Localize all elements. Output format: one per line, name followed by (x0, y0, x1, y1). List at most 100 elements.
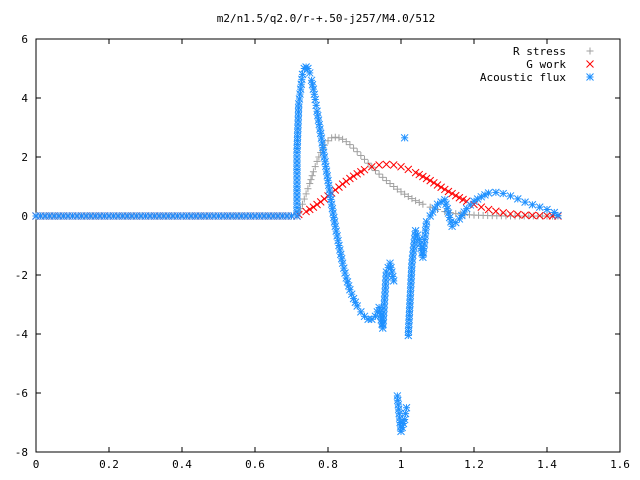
x-tick-label: 1.2 (464, 458, 484, 471)
data-point (356, 308, 365, 316)
data-point (304, 185, 312, 193)
data-point (444, 209, 453, 217)
data-point (400, 133, 409, 142)
data-point (411, 168, 420, 177)
data-point (364, 315, 373, 324)
data-point (445, 213, 454, 222)
data-point (305, 205, 314, 214)
x-tick-label: 0.2 (99, 458, 119, 471)
data-point (346, 141, 354, 149)
data-point (357, 152, 365, 160)
data-point (554, 211, 562, 220)
data-point (440, 185, 449, 194)
data-point (484, 205, 493, 214)
data-point (499, 189, 508, 198)
data-point (309, 203, 318, 212)
data-point (390, 183, 398, 190)
data-point (334, 236, 342, 245)
data-point (312, 101, 320, 110)
data-point (382, 160, 391, 169)
data-point (422, 174, 431, 183)
data-point (535, 203, 544, 212)
data-point (499, 208, 508, 217)
data-point (408, 195, 416, 203)
y-tick-label: 0 (21, 210, 28, 223)
data-point (333, 232, 341, 240)
data-point (429, 178, 438, 187)
data-point (342, 138, 350, 146)
data-point (442, 200, 450, 209)
data-point (342, 177, 351, 186)
data-point (428, 208, 437, 216)
data-point (306, 180, 314, 188)
data-point (367, 162, 376, 171)
x-tick-label: 0.4 (172, 458, 192, 471)
data-point (401, 190, 409, 198)
data-point (484, 189, 493, 197)
data-point (457, 211, 466, 220)
data-point (437, 183, 446, 192)
data-point (309, 85, 318, 94)
data-point (346, 174, 354, 183)
data-point (422, 218, 431, 226)
data-point (308, 172, 316, 180)
data-point (335, 134, 343, 142)
data-point (389, 277, 398, 285)
data-marks (32, 63, 562, 436)
data-point (309, 168, 317, 176)
data-point (338, 259, 347, 268)
data-point (328, 134, 336, 142)
data-point (332, 227, 341, 235)
data-point (339, 135, 347, 143)
data-point (313, 157, 321, 165)
data-point (412, 197, 420, 205)
data-point (513, 195, 522, 203)
data-point (402, 403, 411, 412)
data-point (397, 188, 405, 196)
data-point (356, 167, 365, 176)
data-point (506, 192, 515, 200)
series-acoustic-flux (32, 63, 562, 436)
y-tick-label: -8 (15, 446, 28, 459)
data-point (448, 189, 456, 198)
data-point (361, 155, 368, 163)
data-point (419, 172, 427, 181)
legend-label: G work (526, 58, 566, 71)
data-point (386, 180, 394, 188)
data-point (375, 161, 383, 169)
data-point (528, 211, 537, 220)
y-tick-label: 2 (21, 151, 28, 164)
x-tick-label: 0.6 (245, 458, 265, 471)
data-point (319, 143, 327, 152)
data-point (353, 148, 361, 156)
y-tick-label: -2 (15, 269, 28, 282)
data-point (302, 207, 310, 216)
data-point (293, 136, 302, 145)
data-point (492, 207, 500, 216)
x-tick-label: 1.6 (610, 458, 630, 471)
data-point (477, 203, 486, 212)
x-tick-label: 0 (33, 458, 40, 471)
data-point (443, 204, 452, 213)
data-point (535, 211, 544, 220)
data-point (338, 180, 347, 188)
data-point (302, 190, 310, 198)
data-point (339, 264, 348, 272)
data-point (415, 198, 423, 206)
y-tick-label: -4 (15, 328, 29, 341)
data-point (393, 185, 401, 193)
data-point (492, 188, 500, 197)
data-point (506, 210, 515, 218)
data-point (419, 200, 427, 208)
data-point (331, 133, 339, 141)
data-point (415, 170, 424, 179)
data-point (528, 200, 537, 209)
data-point (451, 191, 460, 200)
legend-marker (586, 47, 594, 55)
data-point (459, 195, 467, 204)
data-point (305, 69, 314, 77)
legend-marker (586, 73, 594, 81)
data-point (326, 190, 335, 199)
